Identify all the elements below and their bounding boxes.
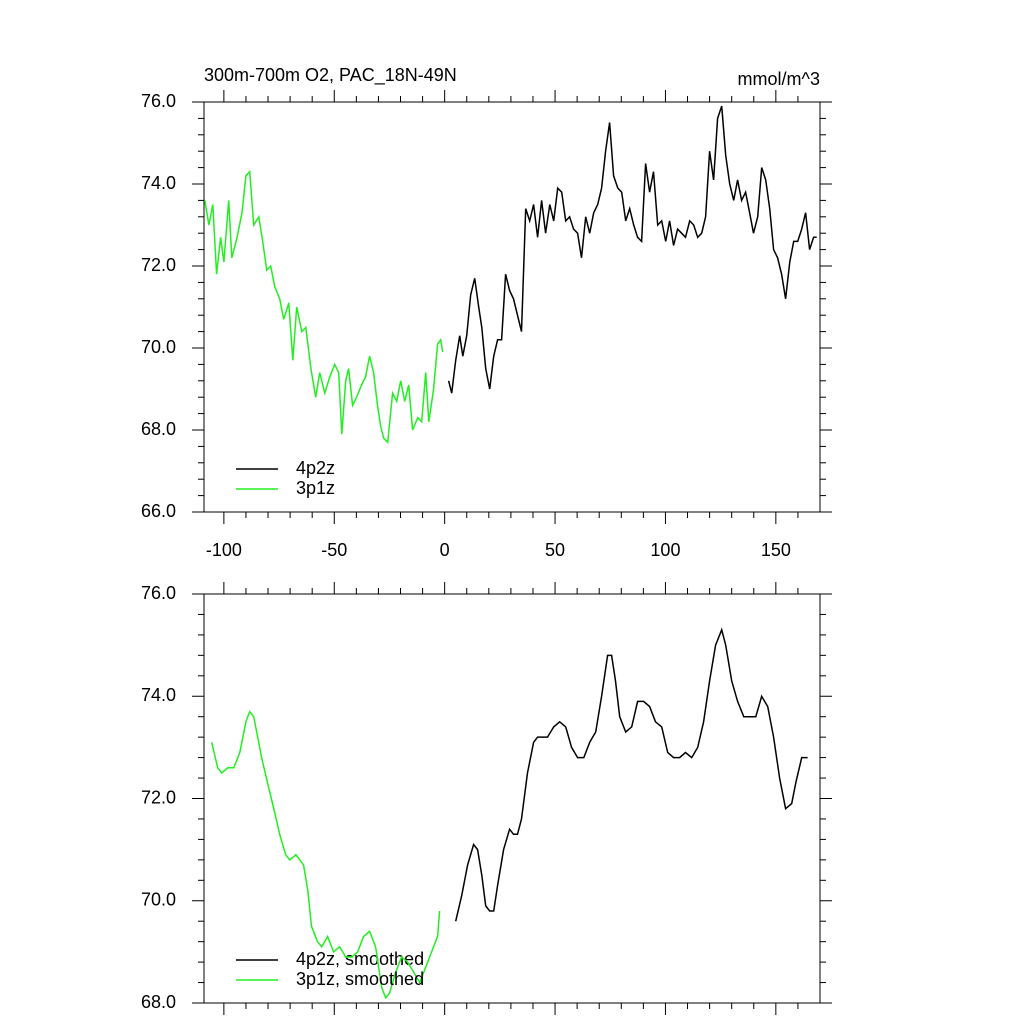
y-tick-label: 72.0 [141, 255, 176, 275]
y-tick-label: 74.0 [141, 173, 176, 193]
y-tick-label: 72.0 [141, 787, 176, 807]
series-line [447, 105, 817, 394]
y-tick-label: 70.0 [141, 337, 176, 357]
legend-label: 4p2z [296, 458, 335, 478]
series-line [210, 710, 441, 1000]
x-tick-label: 150 [761, 540, 791, 560]
plot-frame [203, 101, 821, 513]
x-tick-label: 50 [545, 540, 565, 560]
units-label: mmol/m^3 [738, 69, 820, 89]
y-tick-label: 66.0 [141, 501, 176, 521]
legend-label: 3p1z [296, 478, 335, 498]
x-tick-label: 100 [650, 540, 680, 560]
series-line [204, 169, 444, 444]
legend-label: 3p1z, smoothed [296, 969, 424, 989]
y-tick-label: 68.0 [141, 419, 176, 439]
y-tick-label: 70.0 [141, 890, 176, 910]
chart-title: 300m-700m O2, PAC_18N-49N [204, 65, 457, 86]
x-tick-label: -100 [206, 540, 242, 560]
y-tick-label: 76.0 [141, 583, 176, 603]
series-line [454, 627, 808, 922]
legend-label: 4p2z, smoothed [296, 949, 424, 969]
x-tick-label: 0 [440, 540, 450, 560]
y-tick-label: 68.0 [141, 992, 176, 1012]
y-tick-label: 74.0 [141, 685, 176, 705]
y-tick-label: 76.0 [141, 91, 176, 111]
x-tick-label: -50 [321, 540, 347, 560]
